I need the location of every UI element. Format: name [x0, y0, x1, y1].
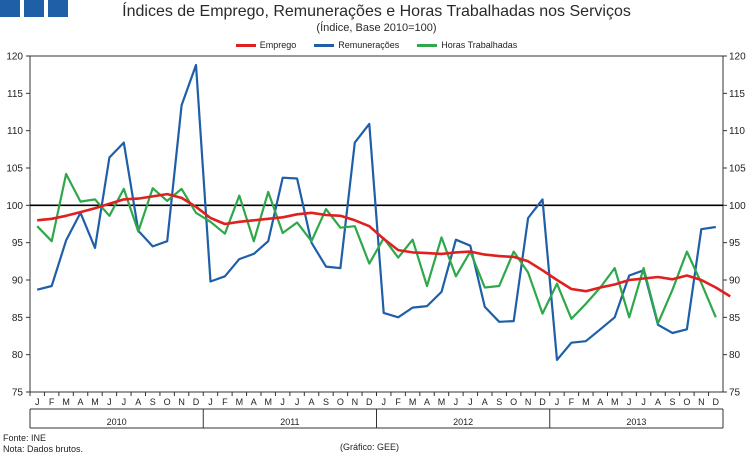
- legend-item-horas: Horas Trabalhadas: [417, 40, 517, 50]
- x-month-label: A: [309, 397, 315, 407]
- x-month-label: M: [611, 397, 619, 407]
- x-month-label: M: [409, 397, 417, 407]
- y-tick-label-right: 80: [729, 350, 741, 361]
- x-month-label: F: [222, 397, 228, 407]
- x-month-label: A: [251, 397, 257, 407]
- x-month-label: A: [482, 397, 488, 407]
- x-month-label: J: [641, 397, 646, 407]
- y-tick-label-right: 110: [729, 126, 745, 137]
- x-month-label: N: [525, 397, 532, 407]
- chart-credit: (Gráfico: GEE): [340, 442, 400, 452]
- x-month-label: N: [178, 397, 185, 407]
- x-month-label: A: [424, 397, 430, 407]
- chart-title: Índices de Emprego, Remunerações e Horas…: [122, 3, 631, 20]
- x-month-label: A: [135, 397, 141, 407]
- x-month-label: J: [468, 397, 473, 407]
- x-month-label: A: [597, 397, 603, 407]
- y-tick-label-right: 75: [729, 388, 741, 399]
- x-month-label: S: [496, 397, 502, 407]
- x-month-label: O: [337, 397, 344, 407]
- y-tick-label-right: 85: [729, 313, 741, 324]
- x-month-label: M: [236, 397, 244, 407]
- chart-subtitle: (Índice, Base 2010=100): [316, 22, 437, 34]
- y-tick-label-left: 115: [7, 89, 23, 100]
- series-line-emprego: [37, 192, 731, 298]
- x-month-label: M: [62, 397, 70, 407]
- x-month-label: O: [683, 397, 690, 407]
- logo-block: [24, 0, 44, 17]
- x-month-label: M: [264, 397, 272, 407]
- x-month-label: J: [454, 397, 459, 407]
- y-tick-label-left: 110: [7, 126, 23, 137]
- y-tick-label-right: 120: [729, 52, 746, 63]
- y-tick-label-left: 100: [6, 201, 23, 212]
- legend-swatch-horas: [417, 43, 438, 47]
- x-year-label: 2013: [626, 417, 646, 427]
- legend-swatch-emprego: [235, 43, 256, 47]
- x-month-label: O: [510, 397, 517, 407]
- x-month-label: N: [698, 397, 705, 407]
- x-month-label: M: [582, 397, 590, 407]
- y-tick-label-left: 85: [12, 313, 24, 324]
- x-month-label: S: [323, 397, 329, 407]
- logo-block: [48, 0, 68, 17]
- x-month-label: J: [627, 397, 632, 407]
- legend-label-emprego: Emprego: [259, 40, 297, 50]
- y-tick-label-right: 115: [729, 89, 745, 100]
- x-month-label: J: [381, 397, 386, 407]
- x-month-label: J: [122, 397, 127, 407]
- x-month-label: A: [655, 397, 661, 407]
- x-month-label: F: [49, 397, 55, 407]
- legend-label-remuneracoes: Remunerações: [338, 40, 400, 50]
- x-month-label: J: [107, 397, 112, 407]
- x-month-label: F: [569, 397, 575, 407]
- legend-swatch-remuneracoes: [314, 43, 335, 47]
- x-year-label: 2011: [280, 417, 299, 427]
- legend: Emprego Remunerações Horas Trabalhadas: [0, 40, 753, 50]
- x-month-label: S: [150, 397, 156, 407]
- source-note: Fonte: INE: [3, 433, 47, 443]
- logo-block: [0, 0, 20, 17]
- x-month-label: J: [208, 397, 213, 407]
- x-month-label: J: [280, 397, 285, 407]
- x-month-label: J: [295, 397, 300, 407]
- x-month-label: D: [193, 397, 200, 407]
- logo: [0, 0, 68, 17]
- x-month-label: F: [395, 397, 401, 407]
- x-month-label: O: [164, 397, 171, 407]
- x-month-label: J: [35, 397, 40, 407]
- legend-label-horas: Horas Trabalhadas: [441, 40, 518, 50]
- x-month-label: N: [352, 397, 359, 407]
- x-month-label: D: [713, 397, 720, 407]
- y-tick-label-left: 90: [12, 276, 24, 287]
- legend-item-remuneracoes: Remunerações: [314, 40, 399, 50]
- x-month-label: J: [555, 397, 560, 407]
- series-line-horas-trabalhadas: [36, 172, 717, 325]
- y-tick-label-right: 95: [729, 238, 741, 249]
- y-tick-label-left: 120: [6, 52, 23, 63]
- legend-item-emprego: Emprego: [235, 40, 297, 50]
- x-month-label: A: [78, 397, 84, 407]
- x-month-label: M: [438, 397, 446, 407]
- x-month-label: M: [91, 397, 99, 407]
- x-month-label: D: [539, 397, 546, 407]
- x-year-label: 2010: [107, 417, 127, 427]
- x-month-label: D: [366, 397, 373, 407]
- y-tick-label-left: 80: [12, 350, 24, 361]
- data-note: Nota: Dados brutos.: [3, 444, 84, 454]
- y-tick-label-left: 105: [6, 164, 23, 175]
- y-tick-label-left: 75: [12, 388, 24, 399]
- x-month-label: S: [669, 397, 675, 407]
- x-year-label: 2012: [453, 417, 473, 427]
- series-line-remunera-es: [36, 63, 716, 361]
- y-tick-label-left: 95: [12, 238, 24, 249]
- y-tick-label-right: 90: [729, 276, 741, 287]
- y-tick-label-right: 105: [729, 164, 746, 175]
- y-tick-label-right: 100: [729, 201, 746, 212]
